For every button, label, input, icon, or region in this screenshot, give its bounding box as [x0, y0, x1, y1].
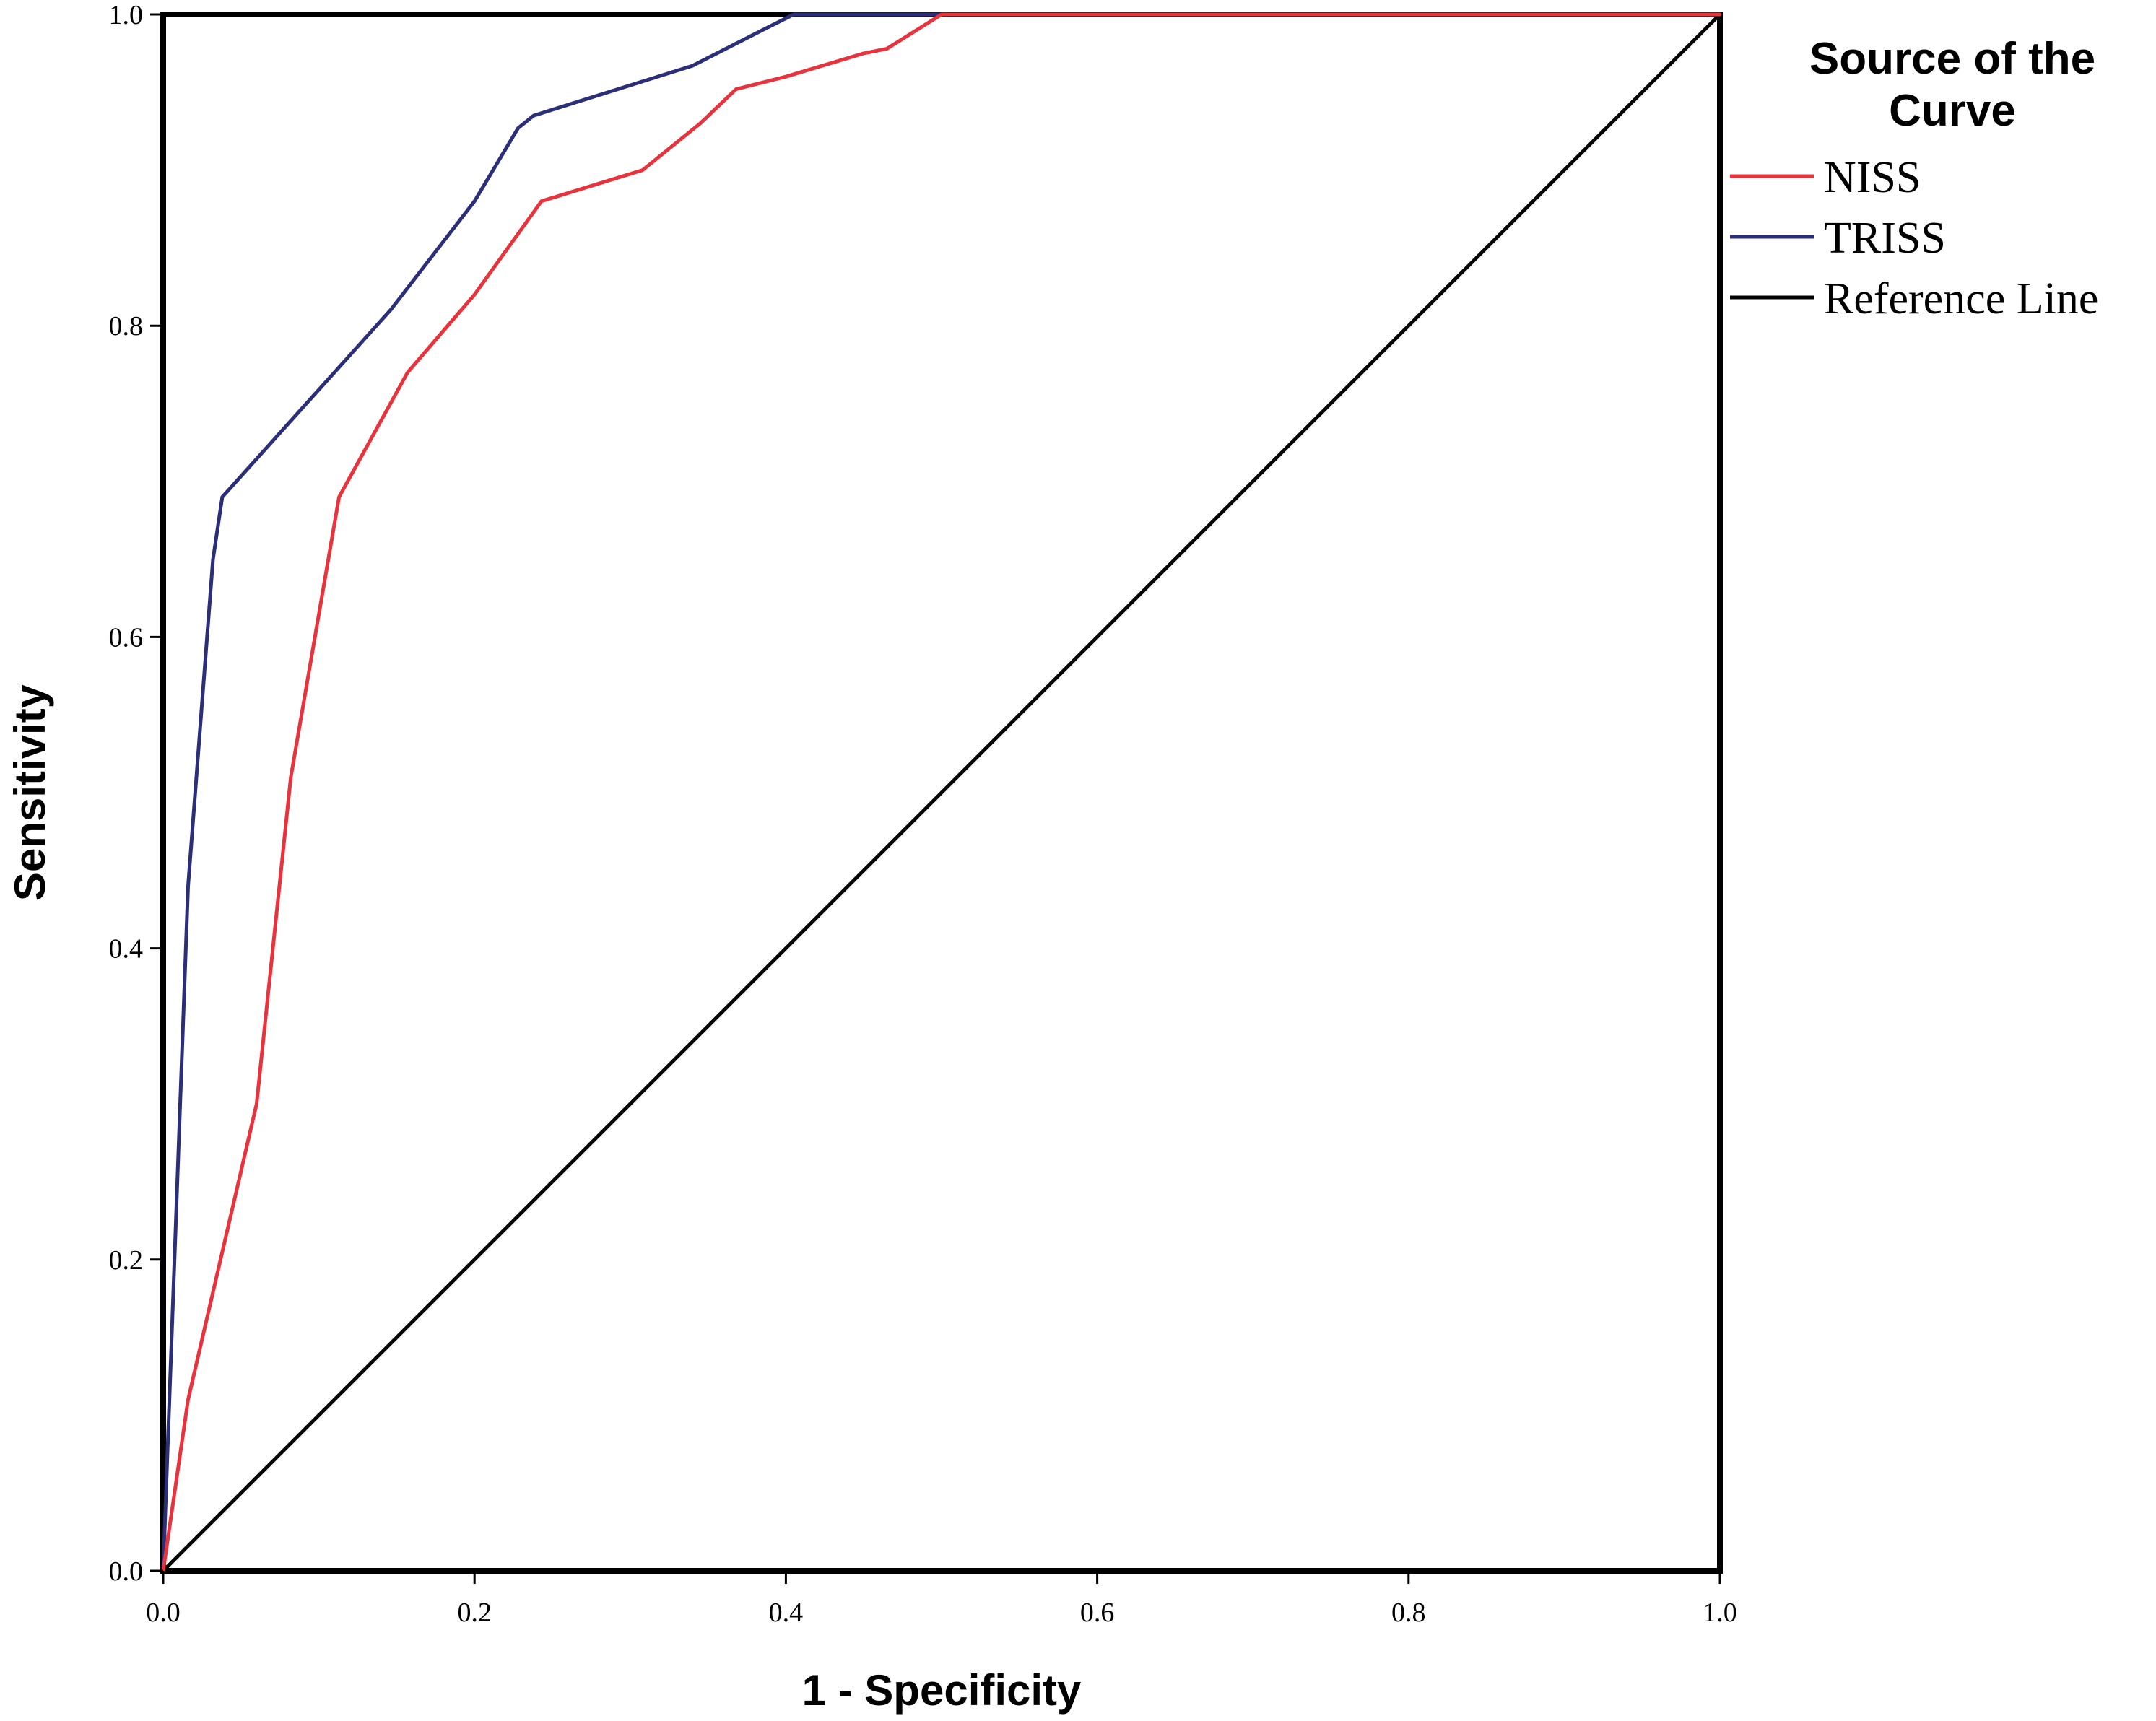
series-line-triss: [161, 12, 1722, 1573]
y-axis: 0.0 0.2 0.4 0.6 0.8 1.0: [109, 0, 163, 1587]
y-tick-label: 0.0: [109, 1556, 144, 1587]
series-layer: [161, 12, 1722, 1573]
legend-label-niss: NISS: [1824, 153, 1921, 202]
x-tick-label: 0.0: [146, 1598, 181, 1628]
y-tick-label: 0.6: [109, 622, 144, 653]
x-axis-title: 1 - Specificity: [802, 1666, 1082, 1715]
y-tick-label: 1.0: [109, 0, 144, 30]
plot-area: [160, 12, 1723, 1574]
y-tick-label: 0.8: [109, 311, 144, 341]
x-tick-label: 0.8: [1391, 1598, 1426, 1628]
y-tick-label: 0.4: [109, 934, 144, 964]
legend: Source of the Curve NISS TRISS Reference L…: [1730, 34, 2098, 323]
x-tick-label: 1.0: [1703, 1598, 1737, 1628]
x-tick-label: 0.2: [457, 1598, 492, 1628]
series-line-niss: [161, 12, 1722, 1573]
y-axis-title: Sensitivity: [6, 684, 54, 901]
x-tick-label: 0.6: [1080, 1598, 1115, 1628]
legend-items: NISS TRISS Reference Line: [1730, 153, 2098, 323]
legend-label-triss: TRISS: [1824, 214, 1946, 263]
x-tick-label: 0.4: [769, 1598, 804, 1628]
legend-title-line-2: Curve: [1889, 86, 2016, 136]
legend-title-line-1: Source of the: [1809, 34, 2095, 84]
y-tick-label: 0.2: [109, 1245, 144, 1276]
legend-label-reference-line: Reference Line: [1824, 274, 2098, 323]
series-line-reference-line: [161, 12, 1722, 1573]
x-axis: 0.0 0.2 0.4 0.6 0.8 1.0: [146, 1571, 1737, 1628]
